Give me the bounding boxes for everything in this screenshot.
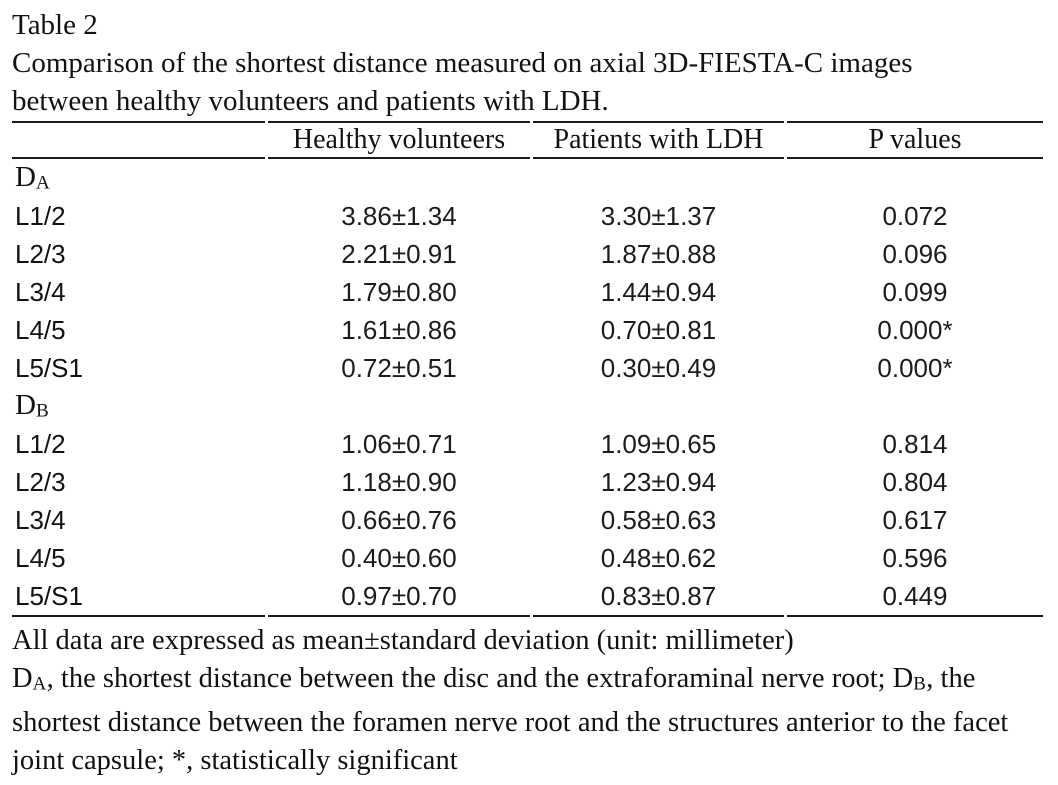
empty-cell bbox=[533, 387, 784, 425]
p-value: 0.000* bbox=[877, 314, 953, 345]
level-label: L1/2 bbox=[15, 200, 66, 231]
section-label-base: D bbox=[15, 389, 36, 422]
healthy-value: 1.61±0.86 bbox=[341, 314, 457, 345]
p-value: 0.096 bbox=[882, 238, 948, 269]
column-header-healthy-volunteers: Healthy volunteers bbox=[268, 121, 530, 159]
p-value: 0.099 bbox=[882, 276, 948, 307]
section-row-db: DB bbox=[12, 387, 1043, 425]
table-row: L2/3 1.18±0.90 1.23±0.94 0.804 bbox=[12, 463, 1043, 501]
section-label-subscript: B bbox=[35, 400, 50, 422]
ldh-value: 0.70±0.81 bbox=[600, 314, 717, 345]
healthy-value: 0.72±0.51 bbox=[341, 352, 457, 383]
table-caption-line-2: between healthy volunteers and patients … bbox=[12, 85, 609, 117]
level-label: L4/5 bbox=[15, 542, 66, 573]
table-caption-line-1: Comparison of the shortest distance meas… bbox=[12, 47, 913, 79]
healthy-value: 3.86±1.34 bbox=[341, 200, 457, 231]
header-row: Healthy volunteers Patients with LDH P v… bbox=[12, 121, 1043, 159]
ldh-value: 3.30±1.37 bbox=[600, 200, 717, 231]
healthy-value: 1.06±0.71 bbox=[341, 428, 457, 459]
comparison-table: Healthy volunteers Patients with LDH P v… bbox=[9, 121, 1046, 617]
level-label: L2/3 bbox=[15, 238, 66, 269]
section-row-da: DA bbox=[12, 159, 1043, 197]
healthy-value: 1.18±0.90 bbox=[341, 466, 457, 497]
footnote-da-base: D bbox=[12, 663, 33, 694]
level-label: L4/5 bbox=[15, 314, 66, 345]
footnote-units: All data are expressed as mean±standard … bbox=[12, 625, 794, 656]
healthy-value: 0.66±0.76 bbox=[341, 504, 457, 535]
empty-cell bbox=[787, 159, 1043, 197]
section-label-da: DA bbox=[12, 159, 265, 197]
ldh-value: 0.58±0.63 bbox=[600, 504, 717, 535]
level-label: L3/4 bbox=[15, 504, 66, 535]
empty-cell bbox=[268, 387, 530, 425]
footnote-db-subscript: B bbox=[913, 673, 927, 695]
column-header-p-values: P values bbox=[787, 121, 1043, 159]
table-row: L1/2 3.86±1.34 3.30±1.37 0.072 bbox=[12, 197, 1043, 235]
column-header-rowlabel bbox=[12, 121, 265, 159]
empty-cell bbox=[787, 387, 1043, 425]
table-row: L5/S1 0.97±0.70 0.83±0.87 0.449 bbox=[12, 577, 1043, 617]
ldh-value: 1.87±0.88 bbox=[600, 238, 717, 269]
ldh-value: 1.23±0.94 bbox=[600, 466, 717, 497]
healthy-value: 0.40±0.60 bbox=[341, 542, 457, 573]
p-value: 0.617 bbox=[882, 504, 948, 535]
footnote-definitions: DA, the shortest distance between the di… bbox=[12, 660, 1052, 780]
p-value: 0.449 bbox=[787, 577, 1043, 617]
empty-cell bbox=[533, 159, 784, 197]
table-row: L1/2 1.06±0.71 1.09±0.65 0.814 bbox=[12, 425, 1043, 463]
table-row: L4/5 1.61±0.86 0.70±0.81 0.000* bbox=[12, 311, 1043, 349]
ldh-value: 0.30±0.49 bbox=[600, 352, 717, 383]
table-title: Table 2 bbox=[12, 9, 98, 41]
footnote-db-text: , the shortest distance between the fora… bbox=[12, 663, 1009, 776]
p-value: 0.072 bbox=[882, 200, 948, 231]
ldh-value: 0.83±0.87 bbox=[533, 577, 784, 617]
section-label-subscript: A bbox=[35, 172, 51, 194]
table-row: L2/3 2.21±0.91 1.87±0.88 0.096 bbox=[12, 235, 1043, 273]
table-row: L3/4 1.79±0.80 1.44±0.94 0.099 bbox=[12, 273, 1043, 311]
healthy-value: 1.79±0.80 bbox=[341, 276, 457, 307]
healthy-value: 2.21±0.91 bbox=[341, 238, 457, 269]
empty-cell bbox=[268, 159, 530, 197]
ldh-value: 0.48±0.62 bbox=[600, 542, 717, 573]
section-label-db: DB bbox=[12, 387, 265, 425]
level-label: L1/2 bbox=[15, 428, 66, 459]
table-footnotes: All data are expressed as mean±standard … bbox=[12, 622, 1052, 780]
p-value: 0.814 bbox=[882, 428, 948, 459]
table-row: L4/5 0.40±0.60 0.48±0.62 0.596 bbox=[12, 539, 1043, 577]
table-row: L5/S1 0.72±0.51 0.30±0.49 0.000* bbox=[12, 349, 1043, 387]
ldh-value: 1.44±0.94 bbox=[600, 276, 717, 307]
level-label: L5/S1 bbox=[15, 352, 83, 383]
level-label: L2/3 bbox=[15, 466, 66, 497]
ldh-value: 1.09±0.65 bbox=[600, 428, 717, 459]
section-label-base: D bbox=[15, 161, 36, 194]
footnote-da-text: , the shortest distance between the disc… bbox=[46, 663, 893, 694]
footnote-db-base: D bbox=[892, 663, 914, 694]
footnote-da-subscript: A bbox=[32, 673, 47, 695]
p-value: 0.596 bbox=[882, 542, 948, 573]
p-value: 0.804 bbox=[882, 466, 948, 497]
p-value: 0.000* bbox=[877, 352, 953, 383]
table-row: L3/4 0.66±0.76 0.58±0.63 0.617 bbox=[12, 501, 1043, 539]
healthy-value: 0.97±0.70 bbox=[268, 577, 530, 617]
column-header-patients-with-ldh: Patients with LDH bbox=[533, 121, 784, 159]
level-label: L3/4 bbox=[15, 276, 66, 307]
level-label: L5/S1 bbox=[12, 577, 265, 617]
